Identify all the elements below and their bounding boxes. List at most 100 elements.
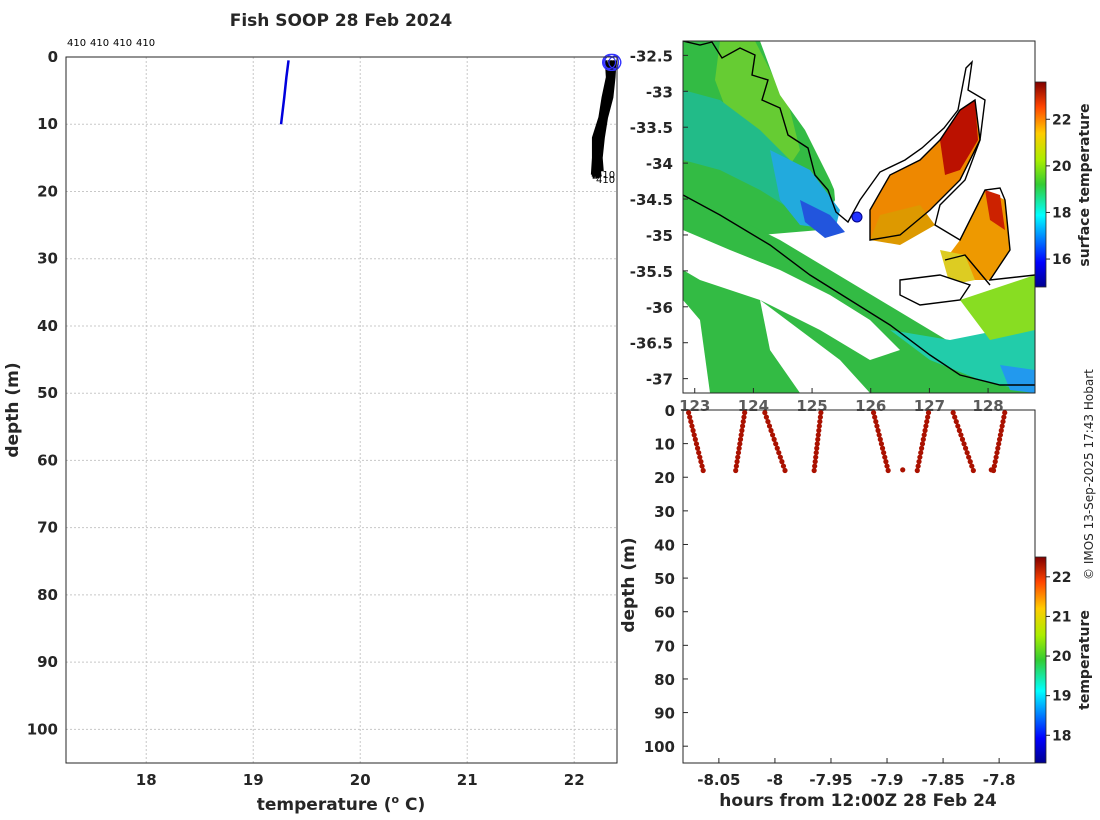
section-point-cast3	[814, 441, 820, 447]
map-colorbar-tick-label: 18	[1052, 205, 1071, 221]
section-depth-tick-label: 50	[654, 570, 675, 588]
sst-southeast-cool	[1000, 365, 1035, 393]
degree-superscript: o	[392, 793, 400, 806]
section-point-cast6	[970, 467, 976, 474]
section-point-cast7	[996, 436, 1003, 442]
profile-axes-frame	[65, 56, 618, 764]
profile-end-label: 410	[596, 175, 615, 186]
section-point-cast2	[779, 459, 785, 465]
map-lon-tick-label: 126	[855, 397, 886, 415]
section-point-cast0	[688, 418, 694, 425]
section-point-cast2	[771, 436, 777, 442]
section-point-cast4	[874, 423, 880, 429]
map-lon-tick-label: 123	[679, 397, 710, 415]
section-point-cast5	[922, 427, 928, 434]
profile-x-label-text: temperature (	[257, 795, 392, 815]
section-point-cast1	[739, 423, 746, 429]
section-depth-tick-label: 60	[654, 604, 675, 622]
section-point-cast1	[738, 432, 744, 438]
section-point-cast5	[915, 463, 921, 469]
coastline-gulf-entrance	[944, 254, 991, 286]
section-point-cast3	[813, 454, 819, 460]
section-depth-tick-label: 80	[654, 671, 675, 689]
profile-y-tick-label: 70	[37, 519, 58, 537]
section-point-cast7	[1001, 414, 1007, 420]
profile-x-tick-label: 19	[243, 771, 264, 789]
section-point-cast5	[925, 410, 932, 416]
sst-spencer-gulf-head	[940, 100, 978, 175]
section-colorbar-tick-label: 21	[1052, 609, 1071, 625]
sst-spencer-mouth	[870, 205, 935, 245]
section-depth-tick-label: 10	[654, 436, 675, 454]
section-point-cast2	[780, 463, 787, 469]
section-depth-tick-label: 100	[644, 738, 675, 756]
section-point-cast7	[996, 441, 1002, 447]
map-lat-tick-label: -36	[646, 299, 673, 317]
section-point-cast4	[882, 454, 888, 460]
map-lat-tick-label: -37	[646, 371, 673, 389]
section-time-tick-label: -7.9	[871, 771, 904, 789]
section-point-cast1	[733, 463, 739, 469]
section-point-cast3	[816, 427, 822, 434]
section-points	[686, 410, 1008, 474]
profile-y-tick-label: 50	[37, 384, 58, 402]
section-point-cast4	[881, 450, 887, 456]
figure-title: Fish SOOP 28 Feb 2024	[230, 11, 453, 31]
sst-st-vincent-head	[985, 190, 1005, 230]
section-point-cast6	[964, 450, 970, 456]
map-lat-tick-label: -36.5	[630, 335, 673, 353]
section-point-cast5	[921, 432, 927, 438]
map-lon-tick-label: 128	[972, 397, 1003, 415]
section-point-cast4	[870, 410, 877, 416]
land-east-coast	[1010, 195, 1035, 270]
section-point-cast2	[774, 445, 780, 451]
section-point-cast0	[696, 450, 702, 456]
map-colorbar-tick-label: 20	[1052, 159, 1072, 175]
profile-id-label: 410	[113, 38, 132, 49]
section-point-cast2	[773, 441, 779, 447]
section-point-cast4	[884, 463, 890, 469]
map-colorbar-label: surface temperature	[1077, 103, 1093, 266]
coastline-main	[683, 41, 1035, 281]
section-point-cast7	[998, 427, 1004, 434]
section-point-cast4	[877, 436, 883, 442]
section-point-cast0	[689, 423, 695, 429]
land-eyre-peninsula-edge	[915, 110, 960, 160]
map-panel: -32.5 -33 -33.5 -34 -34.5 -35 -35.5 -36 -36.5 -37…	[630, 40, 1093, 415]
section-point-cast1	[735, 450, 742, 456]
profile-y-tick-label: 0	[48, 48, 58, 66]
map-colorbar-ticks: 16 18 20 22	[1046, 112, 1072, 268]
map-lat-tick-label: -33	[646, 83, 673, 101]
profile-y-tick-label: 30	[37, 250, 58, 268]
section-point-cast5	[914, 467, 920, 474]
section-point-cast5	[917, 454, 923, 460]
section-point-cast7	[1000, 418, 1006, 425]
section-point-bottom-1	[988, 467, 994, 473]
section-point-cast5	[924, 418, 930, 425]
section-point-cast6	[956, 427, 962, 434]
profile-y-tick-label: 80	[37, 586, 58, 604]
map-lat-tick-label: -34	[646, 155, 673, 173]
profile-grid	[66, 56, 617, 763]
profile-x-ticks: 18 19 20 21 22	[136, 771, 585, 789]
section-point-cast3	[813, 450, 819, 456]
profile-id-labels: 410 410 410 410	[67, 38, 155, 49]
section-point-cast6	[959, 436, 966, 442]
section-time-tick-label: -8	[767, 771, 784, 789]
profile-line-3	[599, 60, 617, 172]
section-point-cast7	[1002, 410, 1008, 416]
section-point-cast2	[763, 414, 769, 420]
section-point-cast2	[776, 450, 782, 456]
section-time-tick-label: -7.8	[983, 771, 1016, 789]
section-time-ticks: -8.05 -8 -7.95 -7.9 -7.85 -7.8	[697, 758, 1016, 789]
section-point-cast1	[737, 441, 743, 447]
section-point-cast7	[999, 423, 1005, 429]
profile-y-tick-label: 60	[37, 451, 58, 469]
section-point-cast2	[765, 418, 771, 425]
profile-y-label: depth (m)	[3, 362, 23, 457]
section-point-cast4	[883, 459, 889, 465]
profile-x-tick-label: 20	[350, 771, 371, 789]
profile-line-0	[279, 60, 290, 125]
surface-marker-2	[608, 55, 622, 69]
map-colorbar	[1034, 81, 1047, 288]
